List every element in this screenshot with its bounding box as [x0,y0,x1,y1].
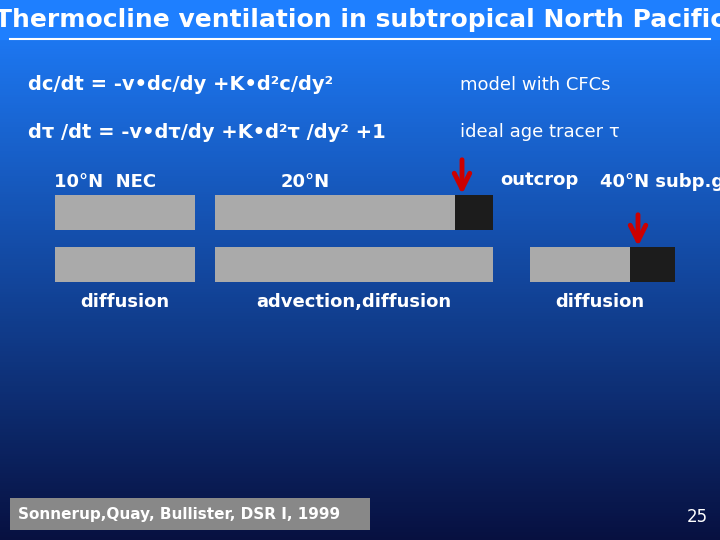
Bar [55,195,195,230]
Text: dc/dt = -v•dc/dy +K•d²c/dy²: dc/dt = -v•dc/dy +K•d²c/dy² [28,76,333,94]
Text: 25: 25 [687,508,708,526]
Text: 10°N  NEC: 10°N NEC [54,173,156,191]
Bar [55,247,195,282]
Bar [455,195,493,230]
Text: 20°N: 20°N [280,173,330,191]
Bar [10,498,370,530]
Text: 40°N subp.gyre: 40°N subp.gyre [600,173,720,191]
Bar [0,0,720,40]
Bar [630,247,675,282]
Text: Thermocline ventilation in subtropical North Pacific: Thermocline ventilation in subtropical N… [0,8,720,32]
Text: diffusion: diffusion [555,293,644,311]
Text: advection,diffusion: advection,diffusion [256,293,451,311]
Text: outcrop: outcrop [500,171,578,189]
Text: model with CFCs: model with CFCs [460,76,611,94]
Text: Sonnerup,Quay, Bullister, DSR I, 1999: Sonnerup,Quay, Bullister, DSR I, 1999 [18,507,340,522]
Bar [215,247,493,282]
Bar [530,247,630,282]
Text: dτ /dt = -v•dτ/dy +K•d²τ /dy² +1: dτ /dt = -v•dτ/dy +K•d²τ /dy² +1 [28,123,386,141]
Text: diffusion: diffusion [81,293,170,311]
Text: ideal age tracer τ: ideal age tracer τ [460,123,620,141]
Bar [215,195,455,230]
